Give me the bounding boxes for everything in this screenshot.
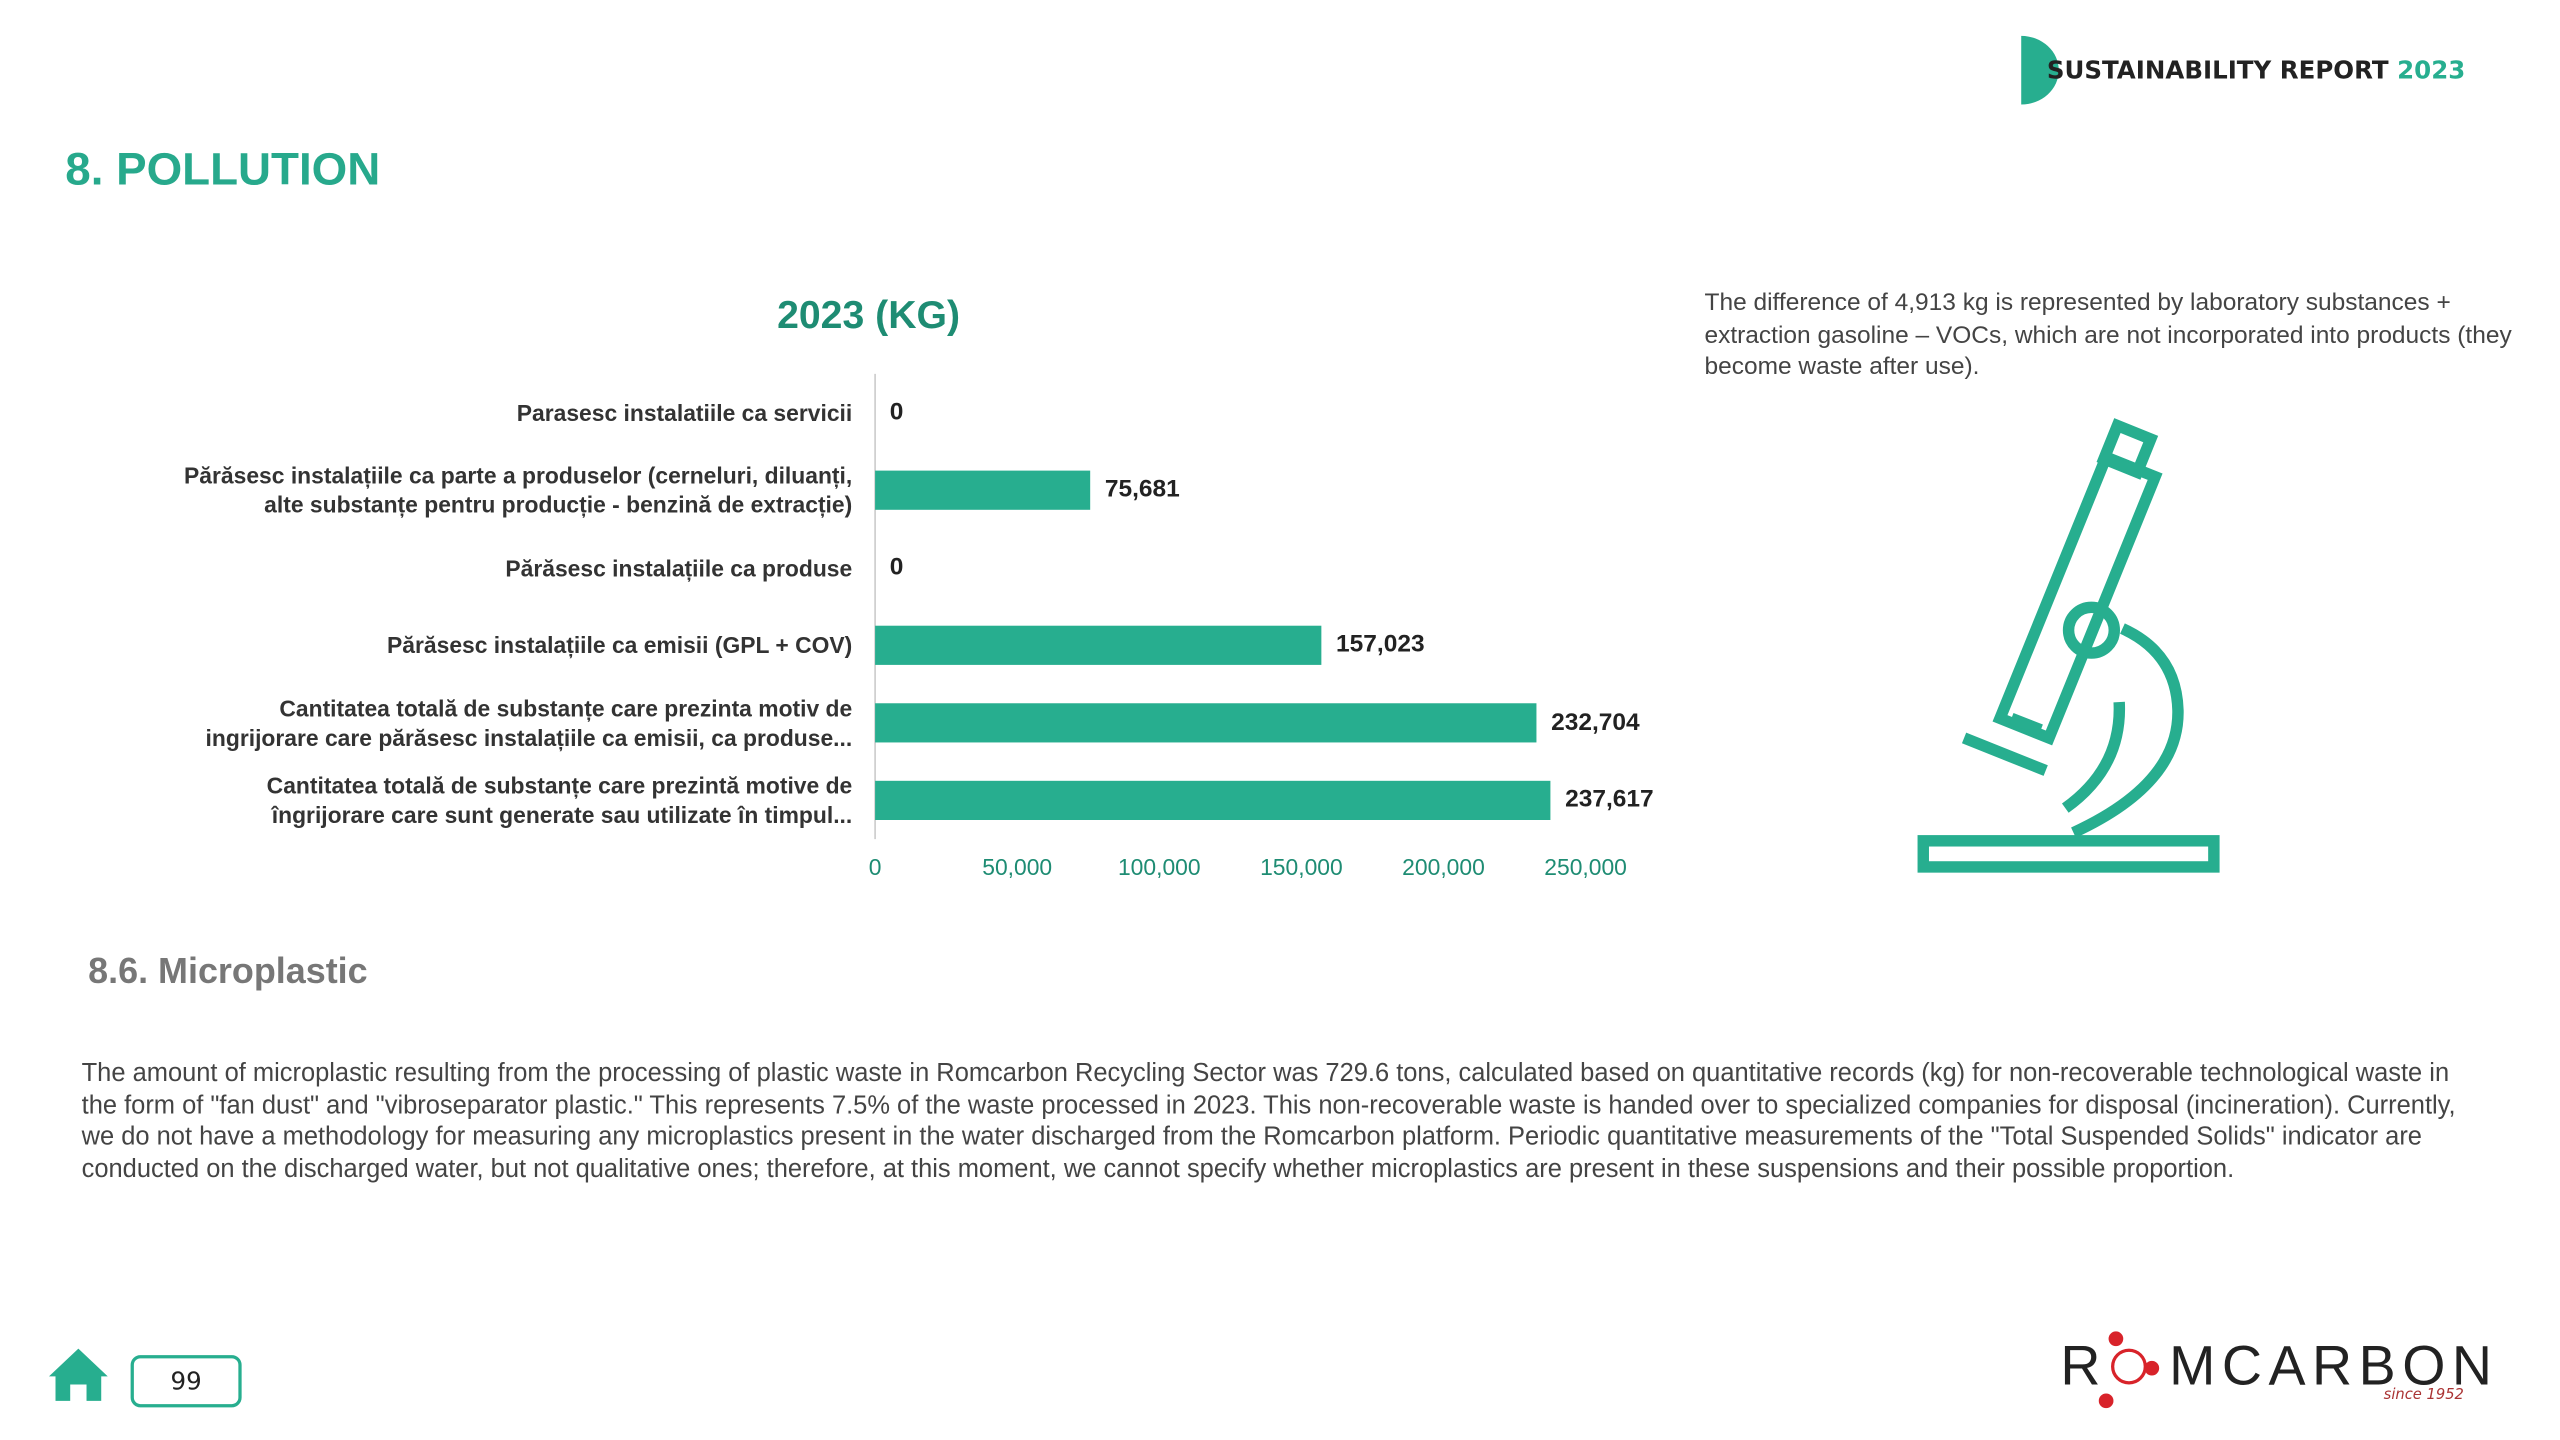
value-label: 75,681: [1104, 475, 1180, 504]
logo-since: since 1952: [2383, 1387, 2464, 1405]
subsection-title: 8.6. Microplastic: [88, 950, 368, 992]
x-tick-label: 50,000: [982, 853, 1053, 880]
value-label: 157,023: [1336, 630, 1425, 659]
x-tick-label: 250,000: [1544, 853, 1627, 880]
section-title: 8. POLLUTION: [65, 143, 381, 195]
logo-left: R: [2060, 1335, 2108, 1398]
category-label: Cantitatea totală de substanțe care prez…: [205, 695, 853, 751]
paragraph: The amount of microplastic resulting fro…: [81, 1059, 2456, 1183]
bar: [875, 470, 1091, 510]
category-label: Părăsesc instalațiile ca emisii (GPL + C…: [387, 632, 853, 659]
microscope-icon: [1917, 418, 2220, 873]
report-header: SUSTAINABILITY REPORT 2023: [2047, 56, 2465, 85]
chart-title: 2023 (KG): [777, 293, 961, 338]
x-tick-label: 200,000: [1402, 853, 1485, 880]
logo-molecule: [2098, 1331, 2160, 1409]
bar: [875, 703, 1537, 743]
home-icon: [48, 1348, 108, 1401]
note: The difference of 4,913 kg is represente…: [1704, 288, 2512, 381]
category-label: Părăsesc instalațiile ca produse: [505, 554, 853, 581]
x-tick-label: 0: [868, 853, 882, 880]
value-label: 0: [889, 397, 904, 426]
header-mark: [2021, 35, 2059, 105]
value-label: 232,704: [1551, 708, 1640, 736]
report-year: 2023: [2397, 55, 2466, 85]
category-label: Parasesc instalatiile ca servicii: [516, 399, 853, 426]
report-title: SUSTAINABILITY REPORT: [2046, 55, 2389, 85]
logo-right: MCARBON: [2169, 1335, 2499, 1398]
page-number[interactable]: 99: [130, 1355, 242, 1408]
bar: [875, 780, 1551, 820]
value-label: 0: [889, 553, 904, 581]
category-label: Cantitatea totală de substanțe care prez…: [266, 772, 853, 829]
bar: [875, 625, 1322, 665]
value-label: 237,617: [1565, 785, 1654, 814]
x-tick-label: 100,000: [1117, 853, 1201, 880]
chart: [874, 373, 1551, 840]
logo: R MCARBON: [2060, 1336, 2498, 1400]
x-tick-label: 150,000: [1260, 853, 1343, 880]
category-label: Părăsesc instalațiile ca parte a produse…: [184, 462, 853, 518]
